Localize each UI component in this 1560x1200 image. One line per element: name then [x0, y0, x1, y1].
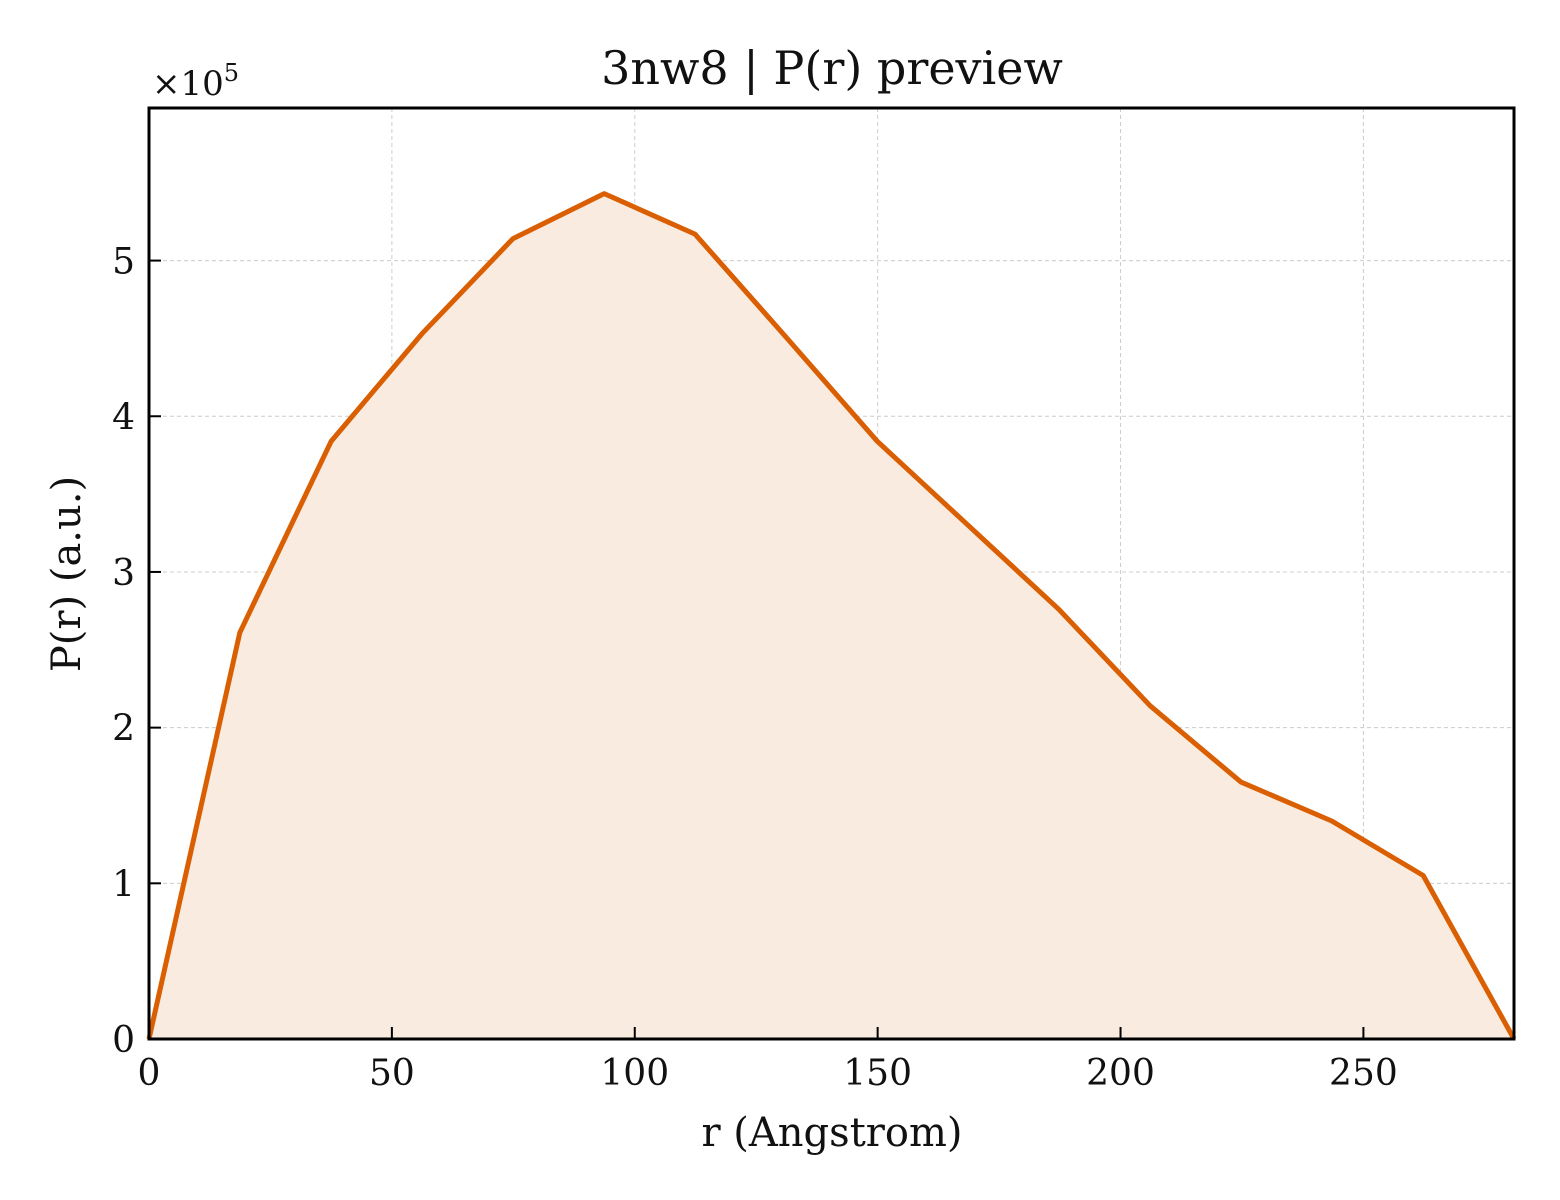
y-tick-label: 0 — [112, 1020, 135, 1061]
y-multiplier: ×105 — [152, 59, 239, 104]
y-tick-label: 1 — [112, 864, 135, 905]
y-tick-label: 4 — [112, 397, 135, 438]
x-tick-label: 150 — [843, 1053, 912, 1094]
x-tick-label: 0 — [138, 1053, 161, 1094]
y-tick-label: 3 — [112, 553, 135, 594]
pr-series-line — [146, 191, 1517, 1041]
x-axis-label: r (Angstrom) — [701, 1110, 962, 1156]
ticks: 0 50 100 150 200 250 0 1 2 3 4 5 — [112, 242, 1398, 1094]
chart-title: 3nw8 | P(r) preview — [601, 41, 1063, 95]
y-multiplier-base: ×10 — [152, 64, 224, 104]
y-tick-label: 2 — [112, 709, 135, 750]
y-multiplier-exponent: 5 — [224, 59, 239, 87]
y-tick-label: 5 — [112, 242, 135, 283]
plot-frame — [147, 106, 1516, 1041]
x-tick-label: 100 — [600, 1053, 669, 1094]
x-tick-label: 50 — [369, 1053, 415, 1094]
x-tick-label: 200 — [1086, 1053, 1155, 1094]
pr-area-fill — [149, 193, 1514, 1040]
x-tick-label: 250 — [1329, 1053, 1398, 1094]
y-axis-label: P(r) (a.u.) — [44, 476, 90, 672]
